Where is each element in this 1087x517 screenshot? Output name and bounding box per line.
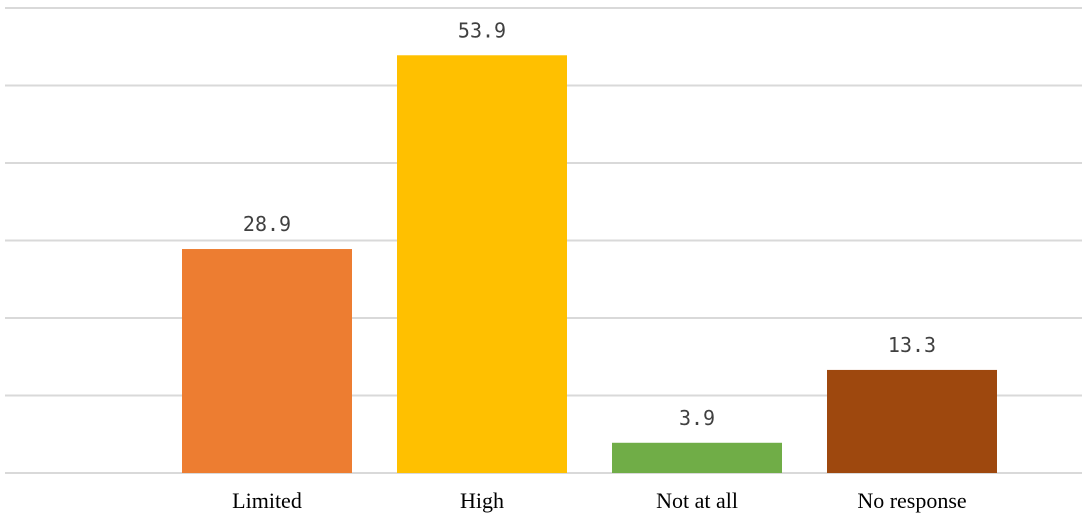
data-label: 13.3 bbox=[888, 333, 936, 357]
category-labels: Limited High Not at all No response bbox=[232, 488, 967, 513]
category-label: High bbox=[460, 488, 504, 513]
data-label: 3.9 bbox=[679, 406, 715, 430]
bar-no-response bbox=[827, 369, 997, 473]
data-label: 28.9 bbox=[243, 212, 291, 236]
category-label: Not at all bbox=[656, 488, 738, 513]
category-label: No response bbox=[857, 488, 966, 513]
bars bbox=[182, 55, 997, 474]
category-label: Limited bbox=[232, 488, 302, 513]
data-label: 53.9 bbox=[458, 18, 506, 42]
bar-limited bbox=[182, 249, 352, 473]
bar-high bbox=[397, 55, 567, 474]
bar-not-at-all bbox=[612, 442, 782, 473]
value-labels: 28.9 53.9 3.9 13.3 bbox=[243, 18, 936, 430]
